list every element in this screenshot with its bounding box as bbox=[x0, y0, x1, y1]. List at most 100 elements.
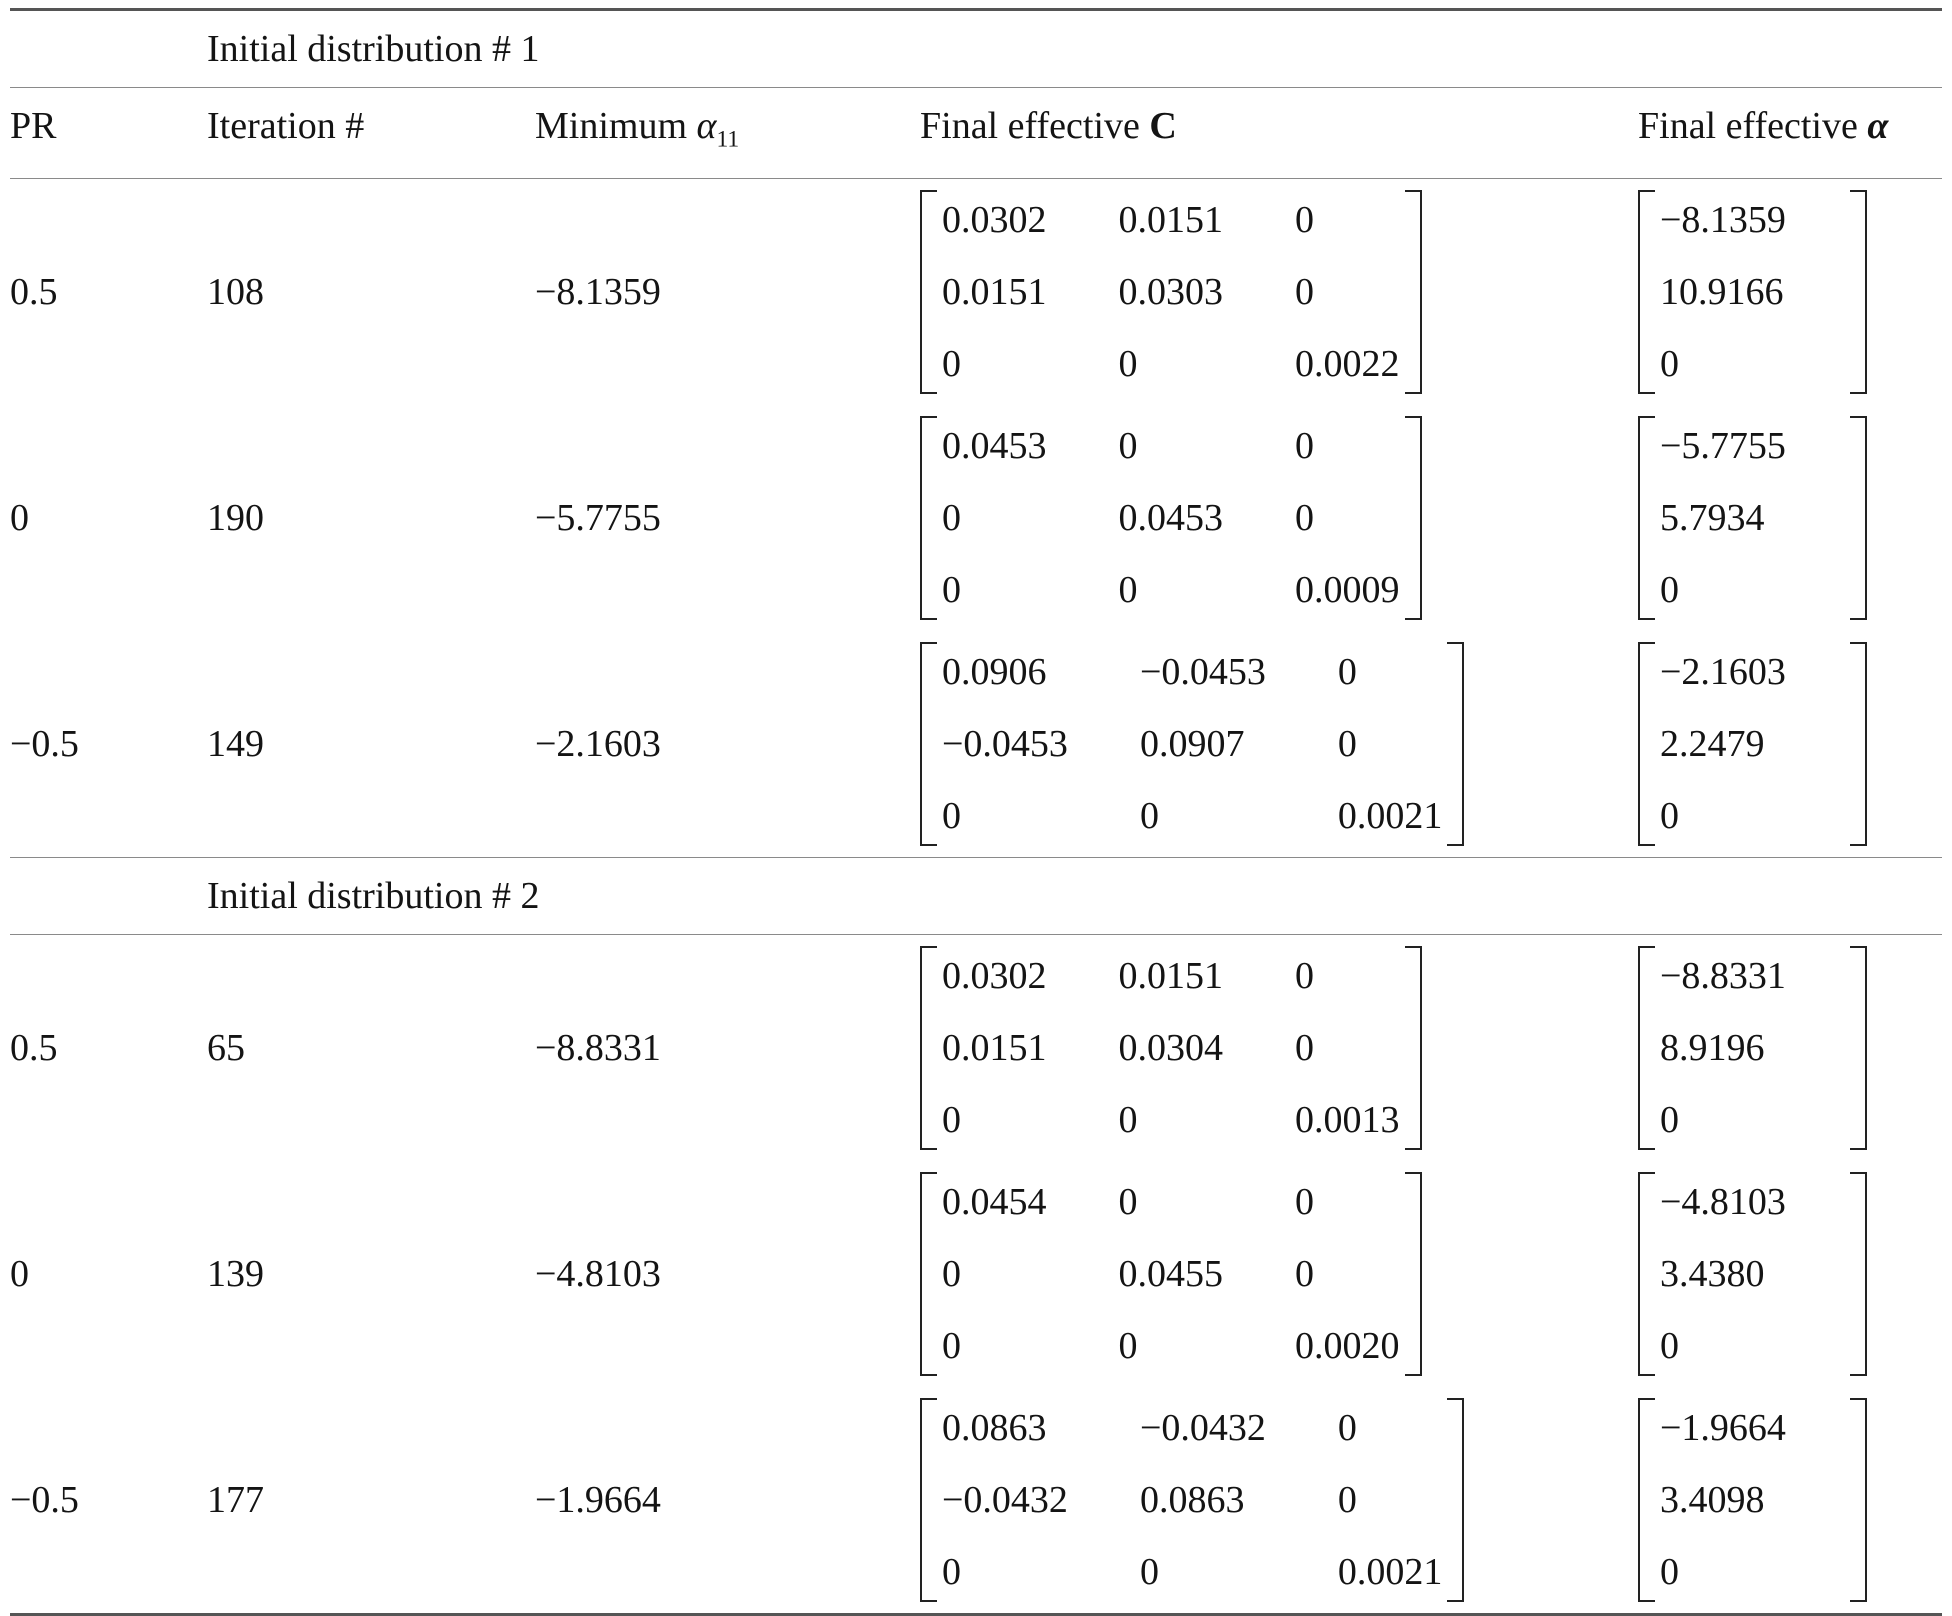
final-effective-label: Final effective bbox=[1638, 105, 1868, 147]
matrix-cell: 0 bbox=[1295, 198, 1314, 241]
matrix-cell: −8.8331 bbox=[1660, 954, 1786, 997]
matrix-cell: 0.0021 bbox=[1337, 794, 1443, 837]
matrix-cell: 0.0304 bbox=[1118, 1026, 1224, 1069]
minimum-label: Minimum bbox=[535, 105, 697, 147]
matrix-cell: 0.0302 bbox=[942, 198, 1047, 241]
matrix-cell: −8.1359 bbox=[1660, 198, 1786, 241]
c-matrix-grid: 0.0863 −0.0432 0 −0.0432 0.0863 0 0 0 0.0021 bbox=[942, 1402, 1442, 1598]
iteration-value: 177 bbox=[207, 1478, 264, 1521]
column-header-row: PR Iteration # Minimum α11 Final effecti… bbox=[10, 88, 1942, 179]
iteration-value: 149 bbox=[207, 722, 264, 765]
matrix-cell: 0 bbox=[1337, 1478, 1357, 1521]
matrix-cell: 0 bbox=[1660, 1550, 1679, 1593]
matrix-cell: 0 bbox=[1118, 568, 1138, 611]
c-matrix-brackets: 0.0906 −0.0453 0 −0.0453 0.0907 0 0 0 0.0021 bbox=[920, 641, 1465, 846]
matrix-cell: 0.0151 bbox=[942, 270, 1047, 313]
final-effective-c-cell: 0.0453 0 0 0 0.0453 0 0 0 0.0009 bbox=[920, 415, 1638, 620]
c-symbol: C bbox=[1149, 105, 1177, 147]
matrix-cell: 0.0906 bbox=[942, 650, 1047, 693]
pr-value: 0 bbox=[10, 1252, 29, 1295]
results-table: Initial distribution # 1 PR Iteration # … bbox=[10, 8, 1942, 1616]
table-row: 0 139 −4.8103 0.0454 0 0 0 0.0455 0 0 0 0.0020 −… bbox=[10, 1161, 1942, 1387]
matrix-cell: 0.0453 bbox=[1118, 496, 1224, 539]
final-effective-alpha-cell: −1.9664 3.4098 0 bbox=[1638, 1397, 1942, 1602]
matrix-cell: 0 bbox=[1660, 568, 1679, 611]
matrix-cell: −1.9664 bbox=[1660, 1406, 1786, 1449]
matrix-cell: 0.0454 bbox=[942, 1180, 1047, 1223]
alpha-vector-brackets: −5.7755 5.7934 0 bbox=[1638, 415, 1867, 620]
col-header-iteration: Iteration # bbox=[207, 105, 365, 147]
final-effective-c-cell: 0.0906 −0.0453 0 −0.0453 0.0907 0 0 0 0.0021 bbox=[920, 641, 1638, 846]
c-matrix-grid: 0.0454 0 0 0 0.0455 0 0 0 0.0020 bbox=[942, 1176, 1400, 1372]
matrix-cell: −5.7755 bbox=[1660, 424, 1786, 467]
pr-value: 0 bbox=[10, 496, 29, 539]
alpha-vector-grid: −8.1359 10.9166 0 bbox=[1660, 194, 1845, 390]
section-2-title: Initial distribution # 2 bbox=[207, 874, 540, 917]
matrix-cell: 0 bbox=[1660, 1098, 1679, 1141]
matrix-cell: 8.9196 bbox=[1660, 1026, 1765, 1069]
matrix-cell: 0.0020 bbox=[1295, 1324, 1400, 1367]
alpha-vector-brackets: −1.9664 3.4098 0 bbox=[1638, 1397, 1867, 1602]
matrix-cell: 0 bbox=[1337, 650, 1357, 693]
matrix-cell: 0 bbox=[942, 496, 961, 539]
matrix-cell: 0.0009 bbox=[1295, 568, 1400, 611]
alpha-vector-grid: −4.8103 3.4380 0 bbox=[1660, 1176, 1845, 1372]
matrix-cell: 0 bbox=[942, 1098, 961, 1141]
col-header-final-effective-c: Final effective C bbox=[920, 100, 1638, 166]
spacer bbox=[10, 870, 207, 922]
c-matrix-brackets: 0.0863 −0.0432 0 −0.0432 0.0863 0 0 0 0.0021 bbox=[920, 1397, 1465, 1602]
alpha-vector-grid: −1.9664 3.4098 0 bbox=[1660, 1402, 1845, 1598]
iteration-value: 65 bbox=[207, 1026, 245, 1069]
final-effective-alpha-cell: −8.1359 10.9166 0 bbox=[1638, 189, 1942, 394]
matrix-cell: 2.2479 bbox=[1660, 722, 1765, 765]
minimum-alpha11-value: −4.8103 bbox=[535, 1252, 661, 1295]
alpha-vector-brackets: −4.8103 3.4380 0 bbox=[1638, 1171, 1867, 1376]
matrix-cell: 0 bbox=[1118, 342, 1138, 385]
final-effective-c-cell: 0.0454 0 0 0 0.0455 0 0 0 0.0020 bbox=[920, 1171, 1638, 1376]
matrix-cell: 0.0013 bbox=[1295, 1098, 1400, 1141]
matrix-cell: −0.0432 bbox=[1139, 1406, 1266, 1449]
col-header-pr: PR bbox=[10, 105, 57, 147]
matrix-cell: 0.0455 bbox=[1118, 1252, 1224, 1295]
matrix-cell: 0 bbox=[1139, 794, 1159, 837]
col-header-minimum-alpha11: Minimum α11 bbox=[535, 100, 920, 166]
alpha-vector-grid: −8.8331 8.9196 0 bbox=[1660, 950, 1845, 1146]
matrix-cell: 0.0303 bbox=[1118, 270, 1224, 313]
final-effective-c-cell: 0.0863 −0.0432 0 −0.0432 0.0863 0 0 0 0.0021 bbox=[920, 1397, 1638, 1602]
matrix-cell: 0.0453 bbox=[942, 424, 1047, 467]
matrix-cell: 0 bbox=[1337, 722, 1357, 765]
minimum-alpha11-value: −5.7755 bbox=[535, 496, 661, 539]
table-row: −0.5 149 −2.1603 0.0906 −0.0453 0 −0.0453 0.… bbox=[10, 631, 1942, 857]
final-effective-c-cell: 0.0302 0.0151 0 0.0151 0.0304 0 0 0 0.0013 bbox=[920, 945, 1638, 1150]
matrix-cell: 10.9166 bbox=[1660, 270, 1784, 313]
pr-value: 0.5 bbox=[10, 270, 58, 313]
matrix-cell: 0 bbox=[942, 568, 961, 611]
final-effective-alpha-cell: −5.7755 5.7934 0 bbox=[1638, 415, 1942, 620]
matrix-cell: 0 bbox=[1295, 1180, 1314, 1223]
matrix-cell: 3.4098 bbox=[1660, 1478, 1765, 1521]
section-2-title-row: Initial distribution # 2 bbox=[10, 856, 1942, 935]
matrix-cell: 0.0022 bbox=[1295, 342, 1400, 385]
matrix-cell: −0.0453 bbox=[942, 722, 1068, 765]
alpha-vector-grid: −5.7755 5.7934 0 bbox=[1660, 420, 1845, 616]
spacer bbox=[10, 23, 207, 75]
matrix-cell: 0.0151 bbox=[942, 1026, 1047, 1069]
c-matrix-grid: 0.0906 −0.0453 0 −0.0453 0.0907 0 0 0 0.0021 bbox=[942, 646, 1442, 842]
matrix-cell: 3.4380 bbox=[1660, 1252, 1765, 1295]
iteration-value: 139 bbox=[207, 1252, 264, 1295]
matrix-cell: 0 bbox=[1337, 1406, 1357, 1449]
matrix-cell: −2.1603 bbox=[1660, 650, 1786, 693]
matrix-cell: 0 bbox=[942, 1550, 961, 1593]
matrix-cell: 0 bbox=[1295, 270, 1314, 313]
alpha-vector-brackets: −8.8331 8.9196 0 bbox=[1638, 945, 1867, 1150]
section-1-title-row: Initial distribution # 1 bbox=[10, 8, 1942, 88]
pr-value: −0.5 bbox=[10, 1478, 79, 1521]
matrix-cell: 0.0907 bbox=[1139, 722, 1245, 765]
matrix-cell: 0.0151 bbox=[1118, 198, 1224, 241]
c-matrix-brackets: 0.0302 0.0151 0 0.0151 0.0304 0 0 0 0.0013 bbox=[920, 945, 1422, 1150]
alpha-vector-brackets: −2.1603 2.2479 0 bbox=[1638, 641, 1867, 846]
matrix-cell: 0.0863 bbox=[1139, 1478, 1245, 1521]
final-effective-alpha-cell: −4.8103 3.4380 0 bbox=[1638, 1171, 1942, 1376]
col-header-final-effective-alpha: Final effective α bbox=[1638, 100, 1942, 166]
